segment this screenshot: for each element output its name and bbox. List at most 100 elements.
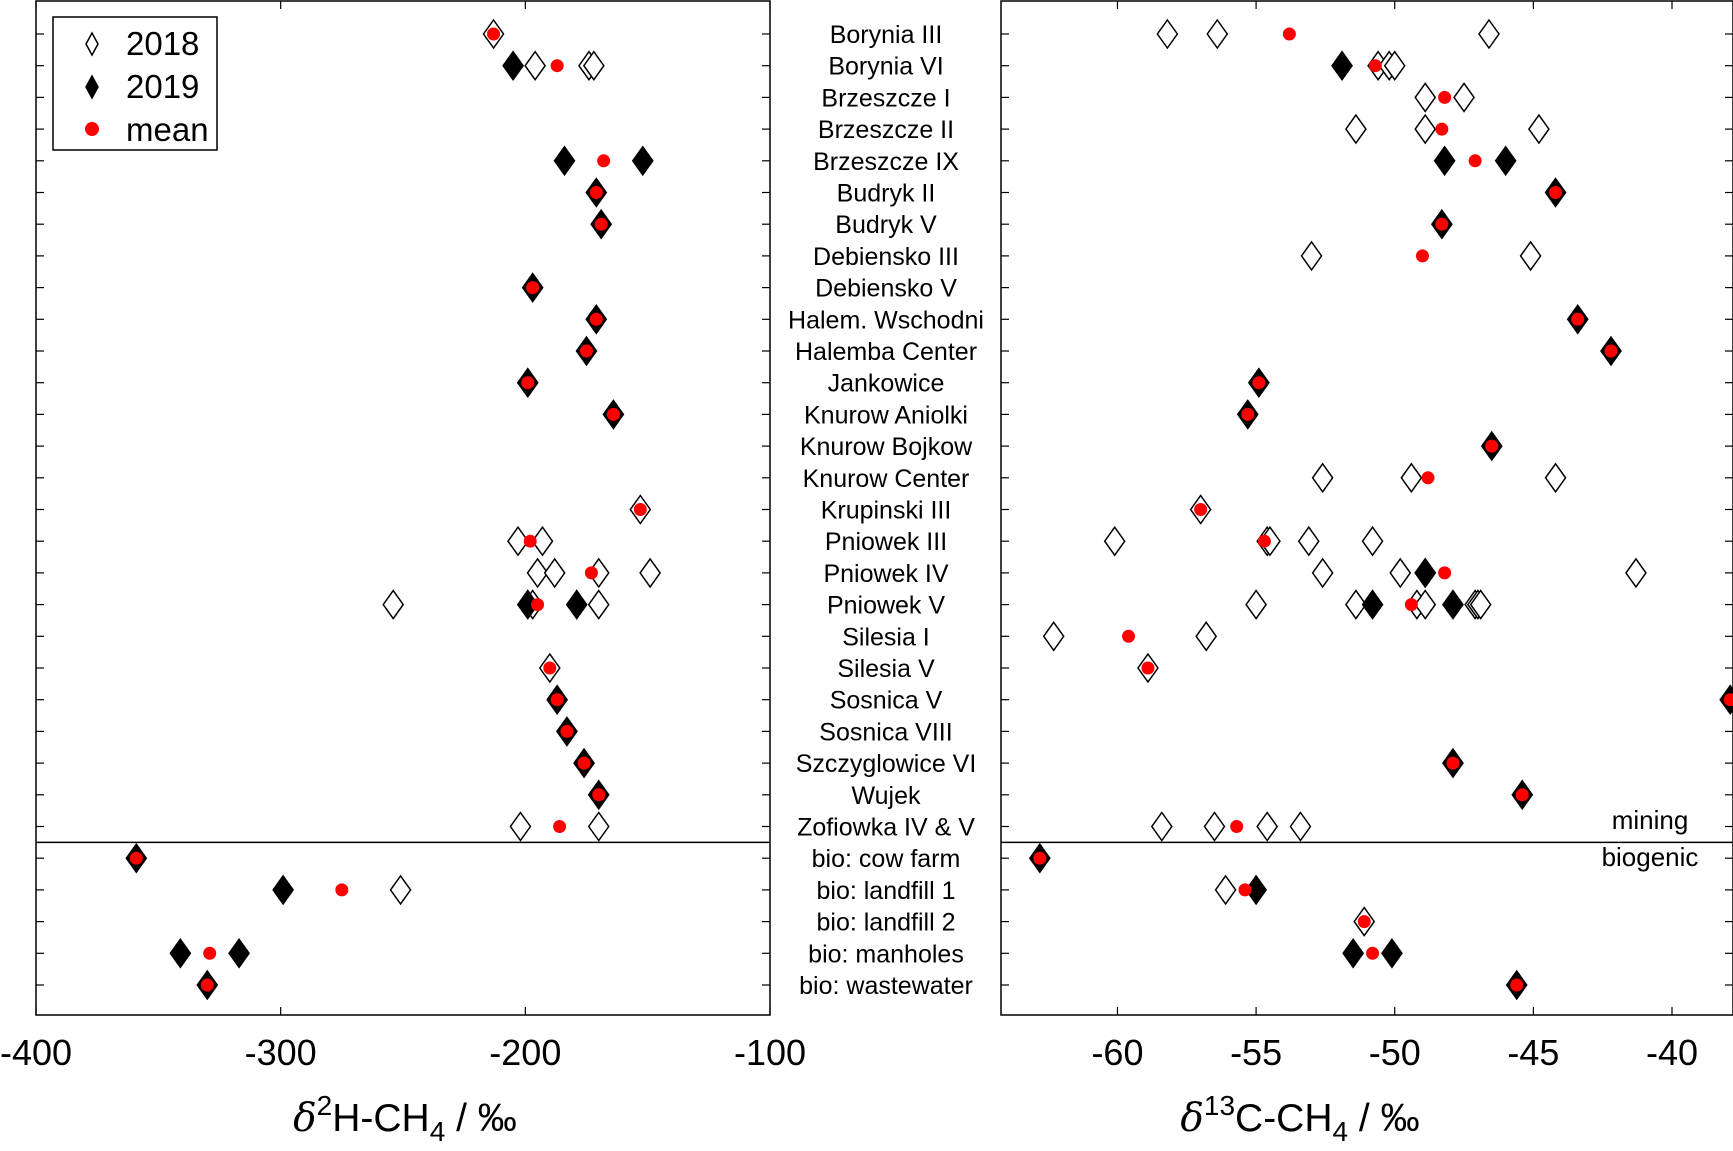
right-point-2019-bio-manholes (1342, 938, 1365, 969)
right-point-2018-brzeszcze-ii (1527, 113, 1550, 145)
left-xlabel-sub: 4 (430, 1116, 446, 1147)
left-point-2019-brzeszcze-ix (631, 145, 654, 177)
right-xlabel-suffix: / ‰ (1348, 1097, 1420, 1140)
right-x-axis-label: δ13C-CH4 / ‰ (1180, 1090, 1419, 1147)
right-point-mean-bio-manholes (1366, 946, 1380, 960)
right-point-2018-pniowek-iii (1361, 525, 1384, 557)
left-point-mean-knurow-aniolki (606, 407, 620, 421)
site-label-budryk-ii: Budryk II (837, 180, 936, 208)
left-point-mean-szczyglowice-vi (577, 756, 591, 770)
right-axes-box (1000, 0, 1733, 1016)
right-point-2019-borynia-vi (1331, 50, 1353, 81)
left-point-mean-borynia-vi (550, 59, 564, 73)
right-point-2018-pniowek-iii (1297, 525, 1320, 557)
right-point-mean-bio-cow-farm (1033, 851, 1047, 865)
legend-box (52, 16, 218, 151)
right-point-mean-pniowek-iii (1257, 534, 1271, 548)
right-point-2018-borynia-iii (1156, 18, 1179, 50)
left-point-2018-pniowek-iv (526, 557, 549, 589)
left-point-mean-brzeszcze-ix (597, 154, 611, 168)
right-point-mean-brzeszcze-i (1438, 90, 1452, 104)
site-label-pniowek-iii: Pniowek III (825, 528, 947, 556)
site-label-bio-landfill-1: bio: landfill 1 (817, 877, 956, 905)
left-xtick-label: -400 (0, 1032, 72, 1073)
left-point-2018-borynia-vi (524, 50, 547, 81)
right-point-2018-knurow-center (1544, 462, 1567, 494)
left-point-mean-pniowek-iv (584, 566, 598, 580)
right-point-mean-bio-landfill-1 (1238, 883, 1252, 897)
right-xlabel-sub: 4 (1333, 1116, 1349, 1147)
svg-text:biogenic: biogenic (1602, 842, 1699, 872)
right-point-2018-pniowek-v (1245, 589, 1268, 620)
right-point-2018-zofiowka-iv-v (1289, 811, 1312, 842)
right-point-2018-debiensko-iii (1519, 240, 1542, 272)
left-point-2018-borynia-vi (582, 50, 605, 81)
left-point-mean-halemba-center (580, 344, 593, 358)
svg-text:δ2H-CH4 / ‰: δ2H-CH4 / ‰ (293, 1090, 517, 1147)
legend-2018-marker (85, 31, 99, 57)
right-point-2018-brzeszcze-ii (1414, 113, 1437, 145)
right-point-mean-sosnica-v (1723, 693, 1733, 707)
site-label-sosnica-v: Sosnica V (830, 687, 943, 715)
right-point-mean-debiensko-iii (1415, 249, 1429, 263)
region-label-upper: mining (1612, 805, 1689, 835)
site-label-silesia-v: Silesia V (837, 655, 935, 683)
site-label-halem-wschodni: Halem. Wschodni (788, 306, 984, 334)
right-point-mean-silesia-i (1122, 629, 1136, 643)
right-point-2018-zofiowka-iv-v (1256, 811, 1279, 842)
right-point-2018-borynia-iii (1206, 18, 1229, 50)
left-point-mean-wujek (592, 788, 606, 802)
left-point-2018-pniowek-iv (543, 557, 566, 589)
right-point-mean-zofiowka-iv-v (1230, 820, 1244, 833)
right-point-2018-silesia-i (1195, 621, 1218, 652)
right-point-mean-krupinski-iii (1194, 503, 1208, 516)
left-point-mean-debiensko-v (526, 281, 540, 295)
legend-2018-label: 2018 (126, 25, 199, 62)
right-point-mean-knurow-aniolki (1241, 407, 1255, 421)
site-label-silesia-i: Silesia I (842, 623, 930, 651)
right-point-2018-zofiowka-iv-v (1150, 811, 1173, 842)
svg-text:mining: mining (1612, 805, 1689, 835)
right-point-mean-brzeszcze-ix (1468, 154, 1482, 168)
site-label-pniowek-iv: Pniowek IV (823, 560, 948, 588)
right-point-2019-brzeszcze-ix (1433, 145, 1456, 177)
right-point-mean-wujek (1515, 788, 1529, 802)
right-point-2019-pniowek-v (1442, 589, 1464, 620)
site-label-sosnica-viii: Sosnica VIII (819, 718, 952, 746)
legend-mean-label: mean (126, 111, 209, 148)
left-point-mean-pniowek-iii (523, 534, 537, 548)
left-point-mean-silesia-v (543, 661, 557, 675)
right-point-2018-borynia-iii (1478, 18, 1500, 50)
right-point-2018-knurow-center (1311, 462, 1334, 494)
right-panel: -60 -55 -50 -45 -40 (1000, 0, 1733, 1073)
site-label-knurow-bojkow: Knurow Bojkow (800, 433, 973, 461)
site-label-zofiowka-iv-v: Zofiowka IV & V (797, 814, 975, 842)
left-xlabel-delta: δ (293, 1096, 316, 1141)
site-label-borynia-vi: Borynia VI (828, 53, 943, 81)
site-label-krupinski-iii: Krupinski III (821, 497, 952, 525)
site-label-pniowek-v: Pniowek V (827, 592, 945, 620)
site-label-knurow-center: Knurow Center (803, 465, 970, 493)
right-point-2018-debiensko-iii (1300, 240, 1323, 272)
site-label-brzeszcze-i: Brzeszcze I (821, 84, 950, 112)
right-point-2018-bio-landfill-1 (1214, 874, 1237, 906)
right-point-2018-zofiowka-iv-v (1203, 811, 1226, 842)
left-point-mean-borynia-iii (487, 27, 501, 41)
left-point-mean-bio-cow-farm (129, 851, 143, 865)
site-label-knurow-aniolki: Knurow Aniolki (804, 401, 968, 429)
right-point-mean-bio-wastewater (1510, 978, 1524, 992)
right-point-mean-budryk-v (1435, 217, 1449, 231)
right-point-2018-borynia-vi (1383, 50, 1406, 81)
right-point-2018-pniowek-v (1344, 589, 1367, 620)
right-xlabel-sup: 13 (1204, 1090, 1235, 1121)
right-xtick-label: -40 (1646, 1032, 1698, 1073)
site-label-brzeszcze-ix: Brzeszcze IX (813, 148, 959, 176)
left-point-2018-pniowek-iii (507, 525, 529, 557)
left-point-2019-brzeszcze-ix (553, 145, 576, 177)
right-point-2018-pniowek-iv (1389, 557, 1412, 589)
right-point-2018-brzeszcze-ii (1344, 113, 1367, 145)
left-xtick-label: -300 (245, 1032, 317, 1073)
site-label-debiensko-iii: Debiensko III (813, 243, 959, 271)
right-point-2019-bio-manholes (1381, 938, 1403, 969)
site-label-jankowice: Jankowice (828, 370, 945, 398)
